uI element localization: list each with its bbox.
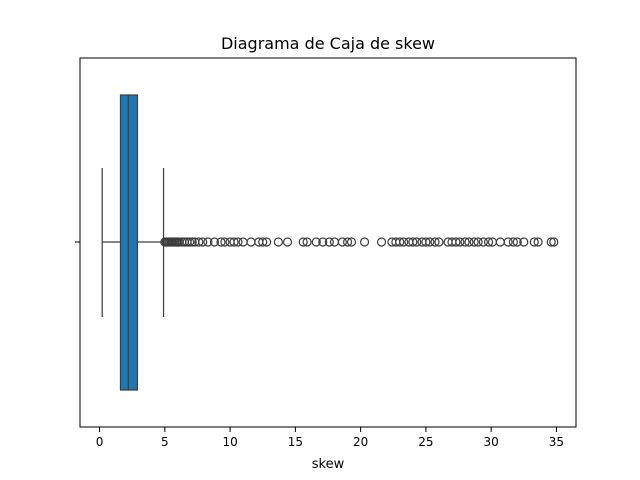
outlier-point (298, 237, 308, 247)
outlier-point (209, 237, 220, 247)
x-tick-label: 20 (353, 435, 368, 449)
plot-area (101, 94, 559, 391)
x-tick-label: 25 (418, 435, 433, 449)
outlier-point (376, 237, 387, 247)
outlier-point (503, 237, 513, 247)
outlier-point (412, 237, 422, 247)
outlier-point (342, 237, 353, 247)
outlier-point (460, 237, 470, 247)
outlier-point (194, 237, 204, 247)
outlier-point (533, 237, 543, 247)
outlier-point (512, 237, 522, 247)
outlier-point (421, 237, 431, 247)
outlier-point (469, 237, 479, 247)
outlier-point (455, 237, 465, 247)
outlier-point (359, 237, 370, 247)
outlier-point (451, 237, 461, 247)
outlier-point (478, 237, 488, 247)
x-tick-label: 10 (222, 435, 237, 449)
outlier-point (324, 237, 334, 247)
outlier-point (346, 237, 357, 247)
outlier-point (203, 237, 213, 247)
x-axis-label: skew (312, 457, 345, 472)
outlier-point (529, 237, 539, 247)
x-tick-label: 35 (549, 435, 564, 449)
outlier-point (473, 237, 483, 247)
outlier-point (273, 237, 283, 247)
outlier-point (229, 237, 239, 247)
outlier-point (198, 237, 208, 247)
x-tick-label: 30 (484, 435, 499, 449)
outlier-point (425, 237, 435, 247)
iqr-box (119, 94, 139, 391)
outlier-point (399, 237, 409, 247)
outlier-point (337, 237, 347, 247)
outlier-point (302, 237, 312, 247)
outlier-point (216, 237, 226, 247)
outlier-point (549, 237, 559, 247)
outlier-point (483, 237, 494, 247)
outlier-point (318, 237, 328, 247)
outlier-point (546, 237, 556, 247)
x-tick-label: 0 (96, 435, 104, 449)
outlier-point (220, 237, 230, 247)
outlier-point (187, 237, 197, 247)
outlier-point (430, 237, 440, 247)
outlier-point (408, 237, 418, 247)
outlier-point (464, 237, 474, 247)
chart-title: Diagrama de Caja de skew (221, 34, 435, 53)
outlier-point (508, 237, 518, 247)
outlier-point (258, 237, 268, 247)
x-tick-label: 15 (288, 435, 303, 449)
x-tick-label: 5 (161, 435, 169, 449)
outlier-point (282, 237, 293, 247)
outlier-point (262, 237, 272, 247)
x-axis-ticks: 0 5 10 15 20 25 30 35 (96, 427, 564, 449)
outlier-point (519, 237, 529, 247)
outlier-point (311, 237, 321, 247)
outlier-point (185, 237, 195, 247)
outlier-point (434, 237, 444, 247)
outlier-point (395, 237, 405, 247)
outlier-point (233, 237, 243, 247)
